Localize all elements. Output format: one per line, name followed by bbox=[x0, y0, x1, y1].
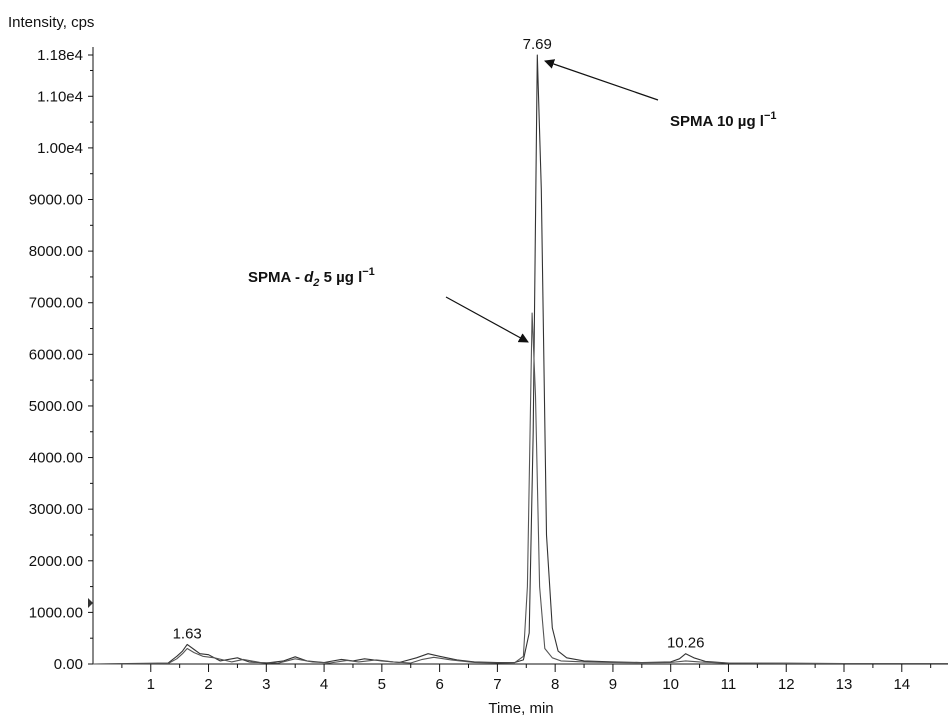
x-tick-label: 9 bbox=[609, 676, 617, 693]
x-tick-label: 13 bbox=[836, 676, 853, 693]
annotation-spma-d2-sub: 2 bbox=[312, 277, 319, 289]
x-tick-label: 11 bbox=[721, 676, 737, 693]
annotation-spma-10-main: SPMA 10 µg l bbox=[670, 113, 764, 130]
peak-label: 7.69 bbox=[523, 36, 552, 53]
x-axis-title: Time, min bbox=[488, 700, 553, 717]
annotation-spma-10-sup: −1 bbox=[764, 110, 777, 122]
annotation-spma-10: SPMA 10 µg l−1 bbox=[670, 110, 777, 130]
y-tick-label: 1.10e4 bbox=[37, 88, 83, 105]
y-tick-label: 7000.00 bbox=[29, 295, 83, 312]
annotation-spma-d2-post: 5 µg l bbox=[319, 269, 362, 286]
y-tick-label: 1.18e4 bbox=[37, 47, 83, 64]
y-tick-label: 1000.00 bbox=[29, 604, 83, 621]
y-tick-label: 4000.00 bbox=[29, 450, 83, 467]
peak-label: 1.63 bbox=[173, 625, 202, 642]
x-tick-label: 12 bbox=[778, 676, 795, 693]
y-axis-title: Intensity, cps bbox=[8, 14, 94, 31]
x-tick-label: 6 bbox=[435, 676, 443, 693]
y-tick-label: 0.00 bbox=[54, 656, 83, 673]
plot-area bbox=[88, 47, 948, 665]
y-tick-label: 1.00e4 bbox=[37, 140, 83, 157]
y-tick-label: 8000.00 bbox=[29, 243, 83, 260]
x-tick-label: 2 bbox=[204, 676, 212, 693]
x-tick-label: 5 bbox=[378, 676, 386, 693]
x-tick-label: 8 bbox=[551, 676, 559, 693]
series-line-2 bbox=[92, 312, 948, 665]
y-tick-label: 3000.00 bbox=[29, 501, 83, 518]
axis-ticks: 1 2 3 4 5 6 7 8 9 10 11 12 13 140.001000.002000.00300… bbox=[29, 47, 932, 693]
y-tick-label: 6000.00 bbox=[29, 346, 83, 363]
x-tick-label: 10 bbox=[662, 676, 679, 693]
x-tick-label: 3 bbox=[262, 676, 270, 693]
series-lines bbox=[92, 54, 948, 665]
series-line-1 bbox=[92, 54, 948, 665]
annotation-arrow-spma-d2 bbox=[445, 296, 529, 343]
y-tick-label: 2000.00 bbox=[29, 553, 83, 570]
annotations: SPMA 10 µg l−1 SPMA - d2 5 µg l−1 bbox=[248, 59, 777, 343]
peak-labels: 7.69 1.63 10.26 bbox=[173, 36, 705, 652]
x-tick-label: 7 bbox=[493, 676, 501, 693]
x-tick-label: 4 bbox=[320, 676, 328, 693]
annotation-spma-d2: SPMA - d2 5 µg l−1 bbox=[248, 266, 375, 289]
baseline-marker-icon bbox=[88, 598, 93, 608]
annotation-spma-d2-pre: SPMA - bbox=[248, 269, 304, 286]
x-tick-label: 14 bbox=[893, 676, 910, 693]
y-tick-label: 5000.00 bbox=[29, 398, 83, 415]
y-tick-label: 9000.00 bbox=[29, 192, 83, 209]
annotation-arrow-spma bbox=[544, 59, 659, 101]
annotation-spma-d2-sup: −1 bbox=[362, 266, 375, 278]
annotation-spma-d2-italic: d bbox=[304, 269, 314, 286]
peak-label: 10.26 bbox=[667, 635, 705, 652]
x-tick-label: 1 bbox=[147, 676, 155, 693]
